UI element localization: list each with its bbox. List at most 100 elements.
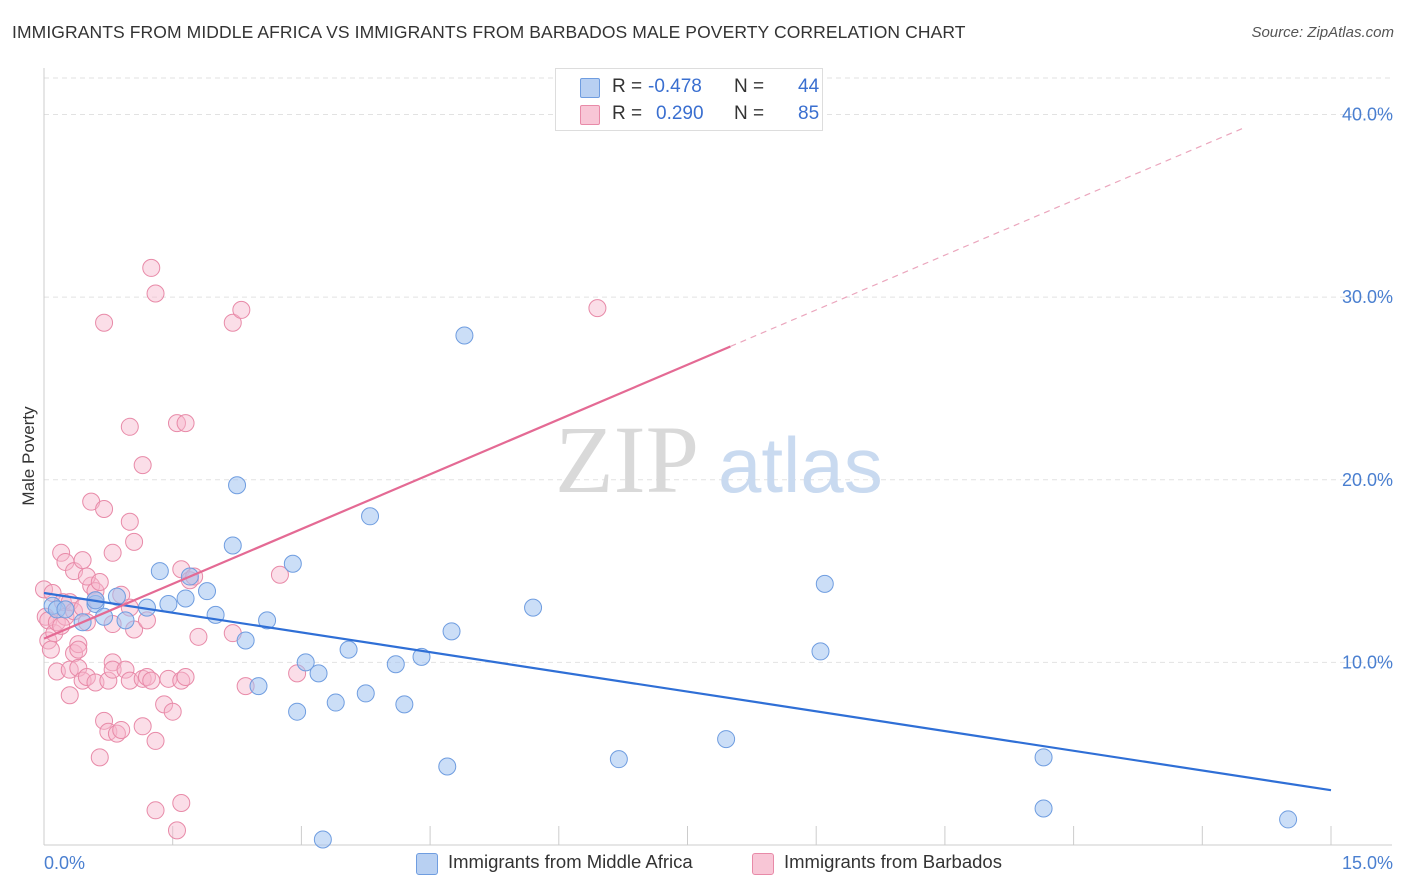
point-barbados: [125, 532, 144, 551]
y-tick-labels: 10.0% 20.0% 30.0% 40.0%: [1342, 105, 1393, 673]
bottom-legend-swatch-pink: [752, 853, 774, 875]
point-middle-africa: [524, 598, 543, 617]
point-barbados: [232, 300, 251, 319]
point-barbados: [146, 284, 165, 303]
bottom-legend-label: Immigrants from Barbados: [784, 851, 1002, 872]
point-barbados: [189, 627, 208, 646]
legend-n-value: 44: [798, 76, 820, 97]
point-barbados: [73, 551, 92, 570]
point-middle-africa: [288, 702, 307, 721]
point-middle-africa: [249, 677, 268, 696]
point-middle-africa: [339, 640, 358, 659]
point-barbados: [103, 660, 122, 679]
point-barbados: [77, 667, 96, 686]
y-tick-label: 40.0%: [1342, 105, 1393, 125]
point-barbados: [163, 702, 182, 721]
point-middle-africa: [442, 622, 461, 641]
point-barbados: [69, 640, 88, 659]
point-barbados: [167, 821, 186, 840]
point-middle-africa: [176, 589, 195, 608]
point-middle-africa: [811, 642, 830, 661]
point-barbados: [142, 671, 161, 690]
axes: [43, 68, 1392, 846]
point-middle-africa: [412, 647, 431, 666]
point-barbados: [95, 711, 114, 730]
point-barbados: [176, 414, 195, 433]
point-barbados: [172, 793, 191, 812]
point-barbados: [146, 801, 165, 820]
point-barbados: [103, 543, 122, 562]
point-barbados: [95, 499, 114, 518]
y-tick-label: 10.0%: [1342, 652, 1393, 672]
point-middle-africa: [283, 554, 302, 573]
point-middle-africa: [228, 476, 247, 495]
point-barbados: [60, 686, 79, 705]
point-barbados: [588, 299, 607, 318]
point-barbados: [120, 512, 139, 531]
source-label: Source: ZipAtlas.com: [1251, 24, 1394, 41]
point-middle-africa: [1034, 799, 1053, 818]
bottom-legend-swatch-blue: [416, 853, 438, 875]
point-middle-africa: [361, 507, 380, 526]
bottom-legend-label: Immigrants from Middle Africa: [448, 851, 693, 872]
point-middle-africa: [609, 750, 628, 769]
series-middle-africa: [43, 326, 1298, 849]
point-middle-africa: [56, 600, 75, 619]
point-barbados: [270, 565, 289, 584]
point-middle-africa: [438, 757, 457, 776]
point-barbados: [176, 667, 195, 686]
point-barbados: [95, 313, 114, 332]
point-middle-africa: [455, 326, 474, 345]
point-middle-africa: [1279, 810, 1298, 829]
y-tick-label: 30.0%: [1342, 287, 1393, 307]
chart-title: IMMIGRANTS FROM MIDDLE AFRICA VS IMMIGRA…: [12, 22, 966, 42]
legend-r-label: R =: [612, 76, 643, 97]
point-barbados: [146, 731, 165, 750]
y-tick-label: 20.0%: [1342, 470, 1393, 490]
trend-line-barbados: [43, 345, 731, 640]
legend-n-value: 85: [798, 103, 820, 124]
point-middle-africa: [258, 611, 277, 630]
point-barbados: [41, 640, 60, 659]
legend-r-label: R =: [612, 103, 643, 124]
correlation-legend: R = -0.478 N = 44 R = 0.290 N = 85: [555, 68, 823, 131]
legend-swatch-blue: [580, 78, 600, 98]
point-middle-africa: [326, 693, 345, 712]
point-middle-africa: [1034, 748, 1053, 767]
point-barbados: [223, 313, 242, 332]
watermark-atlas: atlas: [718, 421, 883, 509]
point-barbados: [112, 720, 131, 739]
legend-swatch-pink: [580, 105, 600, 125]
point-middle-africa: [815, 574, 834, 593]
trend-line-barbados-extension: [730, 126, 1246, 348]
trend-lines: [43, 126, 1332, 792]
watermark: ZIP atlas: [555, 406, 883, 513]
point-barbados: [99, 671, 118, 690]
point-middle-africa: [159, 594, 178, 613]
series-barbados: [35, 258, 607, 840]
point-barbados: [120, 417, 139, 436]
point-middle-africa: [395, 695, 414, 714]
point-barbados: [69, 635, 88, 654]
legend-n-label: N =: [734, 76, 765, 97]
point-middle-africa: [386, 655, 405, 674]
point-barbados: [90, 573, 109, 592]
point-barbados: [90, 748, 109, 767]
point-middle-africa: [198, 582, 217, 601]
legend-n-label: N =: [734, 103, 765, 124]
grid-lines: [44, 77, 1392, 663]
point-barbados: [116, 660, 135, 679]
point-middle-africa: [223, 536, 242, 555]
point-middle-africa: [356, 684, 375, 703]
point-middle-africa: [309, 664, 328, 683]
point-barbados: [52, 543, 71, 562]
point-barbados: [133, 456, 152, 475]
legend-r-value: 0.290: [656, 103, 704, 124]
trend-line-middle-africa: [43, 591, 1332, 792]
watermark-zip: ZIP: [555, 406, 699, 513]
point-middle-africa: [717, 730, 736, 749]
point-middle-africa: [116, 611, 135, 630]
point-middle-africa: [236, 631, 255, 650]
y-axis-label: Male Poverty: [19, 406, 38, 506]
